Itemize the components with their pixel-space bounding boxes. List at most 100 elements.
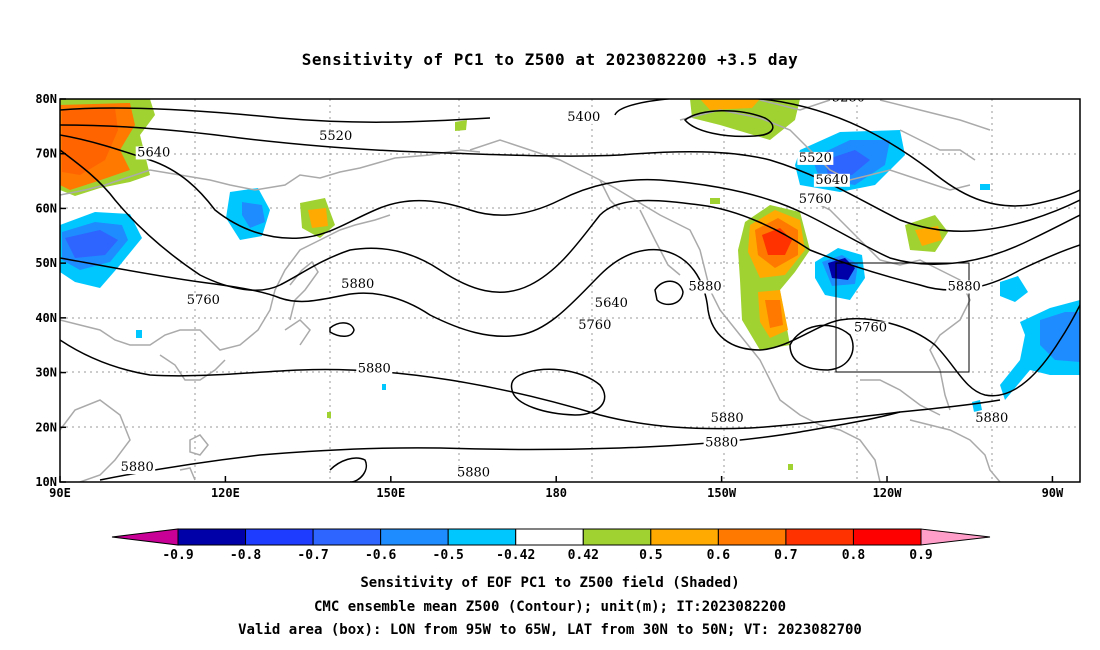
contour-label-bg	[709, 411, 746, 425]
shade-asia-darkblue	[65, 230, 118, 258]
z500-contours	[60, 99, 1080, 482]
colorbar-high-triangle	[920, 528, 991, 546]
contour-5880-south	[60, 339, 1001, 430]
colorbar-label: -0.5	[433, 548, 464, 563]
shade-china-blue	[242, 202, 265, 228]
contour-label-bg	[185, 294, 222, 308]
shade-labrador-orange	[915, 226, 942, 246]
contour-label: 5880	[121, 460, 154, 475]
lon-tick-label: 120W	[873, 486, 903, 500]
lat-tick-label: 60N	[35, 201, 57, 215]
shade-atlantic-cyan	[1000, 276, 1028, 302]
lon-tick-label: 120E	[211, 486, 240, 500]
contour-label: 5520	[319, 129, 352, 144]
colorbar-label: 0.6	[707, 548, 731, 563]
contour-label-bg	[135, 146, 172, 160]
caption-line-3: Valid area (box): LON from 95W to 65W, L…	[238, 622, 862, 638]
contour-label: 5760	[187, 293, 220, 308]
contour-label: 5760	[854, 321, 887, 336]
contour-label: 5280	[832, 91, 865, 106]
contour-5400-west	[60, 107, 491, 123]
colorbar-label: -0.42	[496, 548, 535, 563]
colorbar-label: 0.9	[909, 548, 932, 563]
colorbar-label: -0.6	[365, 548, 396, 563]
contour-label-bg	[576, 318, 613, 332]
contour-label: 5880	[457, 466, 490, 481]
contour-5880-se	[789, 324, 854, 371]
contour-label: 5640	[595, 296, 628, 311]
contour-label: 5640	[137, 145, 170, 160]
shade-arctic-top-orange	[700, 99, 760, 110]
lon-tick-label: 90W	[1042, 486, 1064, 500]
contour-5640-west	[60, 134, 1080, 265]
contour-label-bg	[813, 173, 850, 187]
contour-5880-small	[329, 322, 355, 337]
colorbar-label: -0.9	[162, 548, 193, 563]
contour-label-bg	[946, 280, 983, 294]
colorbar-label: 0.8	[842, 548, 866, 563]
colorbar-segment	[245, 528, 314, 546]
contour-label-bg	[973, 411, 1010, 425]
contour-label-bg	[830, 99, 867, 105]
contour-5880-south2	[99, 411, 901, 481]
contour-label: 5760	[799, 192, 832, 207]
contour-label-bg	[356, 362, 393, 376]
contour-5280	[683, 110, 774, 138]
lat-tick-label: 20N	[35, 420, 57, 434]
colorbar-label: 0.7	[774, 548, 797, 563]
contour-label-bg	[565, 110, 602, 124]
contour-label-bg	[317, 130, 354, 144]
plot-frame	[59, 98, 1081, 483]
contour-label: 5880	[948, 280, 981, 295]
lat-tick-label: 30N	[35, 366, 57, 380]
lat-tick-label: 10N	[35, 475, 57, 489]
lat-tick-label: 70N	[35, 147, 57, 161]
colorbar-label: 0.42	[568, 548, 599, 563]
colorbar-segment	[785, 528, 854, 546]
shade-okhotsk-orange	[308, 208, 328, 228]
caption-line-1: Sensitivity of EOF PC1 to Z500 field (Sh…	[360, 575, 740, 591]
colorbar-segment	[515, 528, 584, 546]
lat-tick-label: 50N	[35, 256, 57, 270]
contour-label: 5880	[689, 280, 722, 295]
shade-canada-south-darkorange	[765, 300, 783, 328]
contour-label-bg	[339, 277, 376, 291]
contour-label: 5880	[341, 277, 374, 292]
axis-labels: 90E120E150E180150W120W90W60W10N20N30N40N…	[35, 92, 1064, 500]
contour-label: 5520	[799, 151, 832, 166]
colorbar-segment	[650, 528, 719, 546]
contour-5400-arctic	[614, 99, 1080, 207]
colorbar-segment	[380, 528, 449, 546]
contour-label-bg	[797, 151, 834, 165]
contour-label: 5880	[711, 411, 744, 426]
colorbar-segment	[177, 528, 247, 546]
contour-label-bg	[852, 321, 889, 335]
shade-hudson-darkblue	[825, 150, 870, 175]
caption-line-2: CMC ensemble mean Z500 (Contour); unit(m…	[313, 599, 786, 615]
sensitivity-shading	[60, 99, 1080, 470]
figure-title: Sensitivity of PC1 to Z500 at 2023082200…	[301, 50, 799, 69]
lon-tick-label: 180	[545, 486, 567, 500]
shade-arctic-green	[455, 120, 467, 131]
contour-label: 5880	[358, 362, 391, 377]
contour-label-bg	[797, 192, 834, 206]
lon-tick-label: 150E	[376, 486, 405, 500]
colorbar-segment	[717, 528, 787, 546]
contour-5760	[60, 149, 1080, 293]
colorbar-label: 0.5	[639, 548, 662, 563]
contour-5760-low	[654, 280, 684, 306]
colorbar-label: -0.7	[297, 548, 328, 563]
contour-label: 5760	[578, 318, 611, 333]
contour-5880-north	[60, 248, 1080, 397]
lon-tick-label: 150W	[707, 486, 737, 500]
plot-area	[60, 99, 1080, 482]
lat-tick-label: 80N	[35, 92, 57, 106]
contour-label-bg	[455, 466, 492, 480]
lat-tick-label: 40N	[35, 311, 57, 325]
lon-tick-label: 90E	[49, 486, 71, 500]
contour-labels: 5280540055205640552056405760540055205640…	[119, 91, 1010, 481]
contour-label: 5880	[975, 411, 1008, 426]
colorbar-segment	[312, 528, 382, 546]
contour-label-bg	[687, 280, 724, 294]
